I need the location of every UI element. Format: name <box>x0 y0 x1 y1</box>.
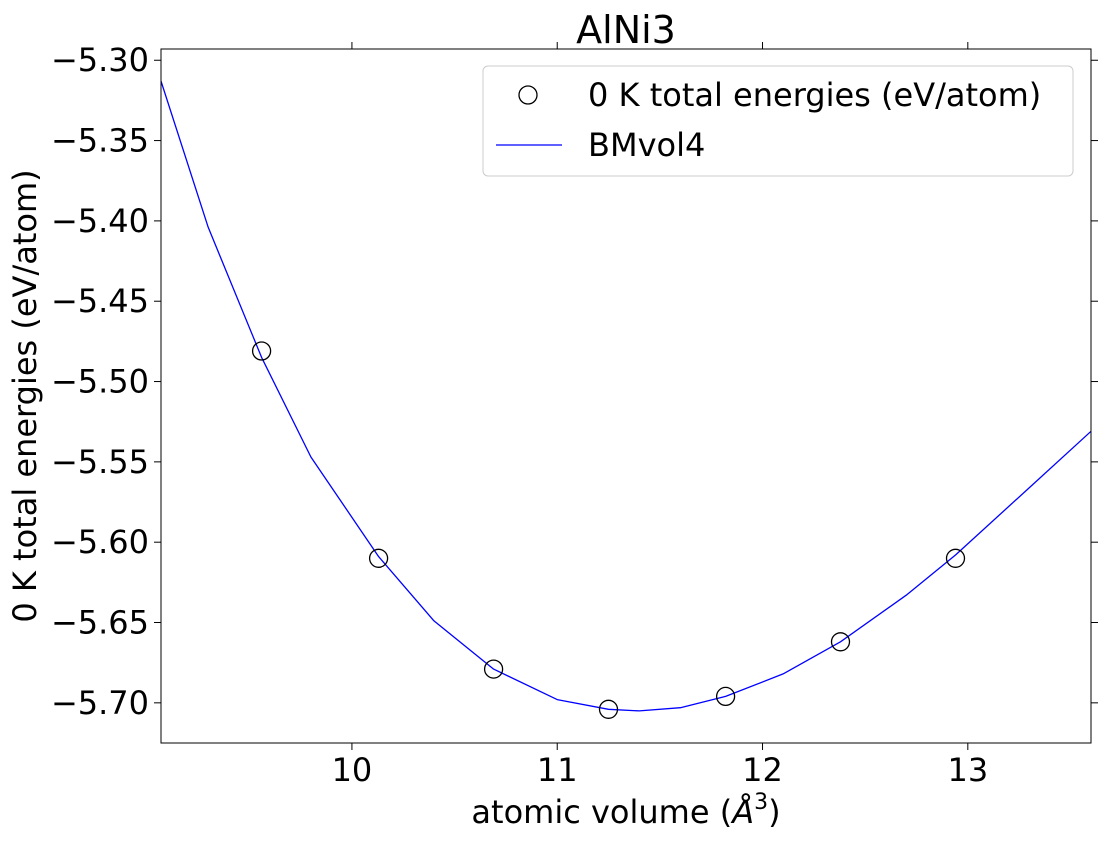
legend-label-bmvol4: BMvol4 <box>588 126 705 164</box>
y-tick-label: −5.30 <box>51 41 149 79</box>
y-tick-label: −5.50 <box>51 363 149 401</box>
x-tick-label: 12 <box>742 751 783 789</box>
legend: 0 K total energies (eV/atom) BMvol4 <box>482 65 1074 177</box>
y-axis-label: 0 K total energies (eV/atom) <box>6 169 44 622</box>
x-axis-label-close: ) <box>768 793 780 831</box>
data-point <box>715 686 736 707</box>
plot-area: 10 11 12 13 −5.30 −5.35 −5.40 −5.45 −5.50 −5.55 −5… <box>51 41 1098 789</box>
x-tick-label: 11 <box>537 751 578 789</box>
x-tick-label: 13 <box>947 751 988 789</box>
x-axis-label: atomic volume (Å3) <box>471 790 780 831</box>
data-point <box>368 548 389 568</box>
y-tick-label: −5.60 <box>51 523 149 561</box>
legend-frame <box>482 65 1074 177</box>
y-tick-label: −5.35 <box>51 122 149 160</box>
bmvol4-fit-line <box>161 80 1091 712</box>
y-tick-label: −5.65 <box>51 604 149 642</box>
data-point <box>945 548 966 568</box>
data-point <box>830 632 851 652</box>
legend-label-energies: 0 K total energies (eV/atom) <box>588 76 1041 114</box>
data-point <box>483 659 504 679</box>
y-tick-label: −5.55 <box>51 443 149 481</box>
plot-frame <box>160 48 1092 744</box>
y-tick-label: −5.40 <box>51 202 149 240</box>
chart-title: AlNi3 <box>576 8 676 52</box>
x-axis-label-unit: Å <box>730 793 754 831</box>
y-tick-label: −5.45 <box>51 282 149 320</box>
x-axis-label-exponent: 3 <box>754 790 768 815</box>
x-tick-label: 10 <box>332 751 373 789</box>
x-axis-label-main: atomic volume ( <box>471 793 732 831</box>
data-point <box>251 341 272 361</box>
y-tick-label: −5.70 <box>51 684 149 722</box>
data-point <box>598 699 619 719</box>
legend-marker-open-circle <box>518 85 538 105</box>
